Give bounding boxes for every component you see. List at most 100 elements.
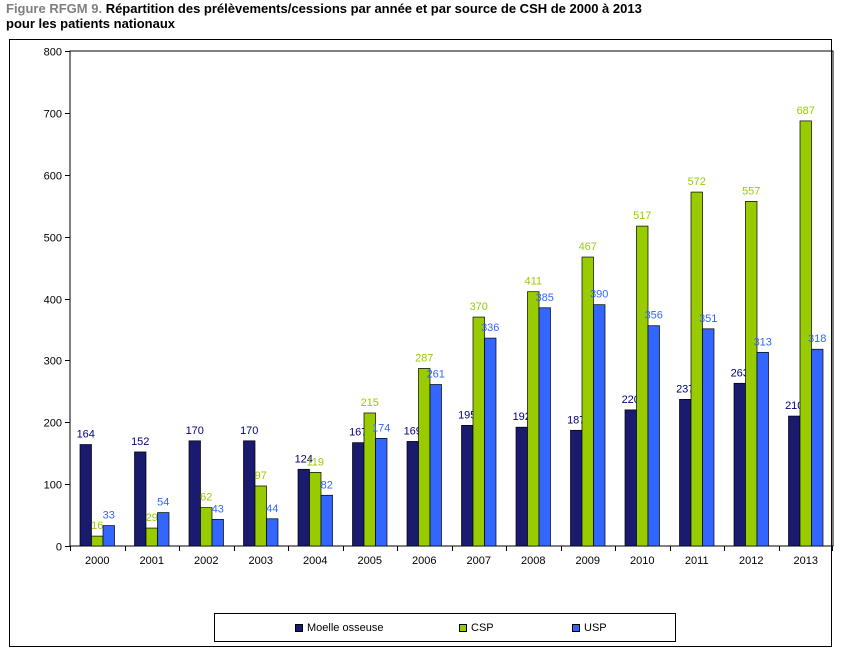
data-label-csp: 517 [633,210,651,222]
data-label-csp: 119 [306,456,324,468]
data-label-usp: 390 [590,289,608,301]
data-label-usp: 356 [645,310,663,322]
data-label-moelle: 170 [240,425,258,437]
bar-csp [145,527,158,547]
bar-moelle [570,429,583,547]
legend-item-moelle: Moelle osseuse [295,622,383,634]
bar-usp [811,348,824,547]
bar-usp [484,337,497,547]
legend-swatch-usp [572,624,580,632]
y-tick-label: 400 [44,295,62,307]
x-tick-label: 2001 [140,555,164,567]
data-label-csp: 287 [415,352,433,364]
bar-moelle [134,451,147,547]
legend-swatch-moelle [295,624,303,632]
data-label-moelle: 169 [404,425,422,437]
data-label-usp: 313 [754,336,772,348]
data-label-csp: 411 [524,276,542,288]
bar-moelle [406,441,419,547]
legend-item-csp: CSP [459,622,494,634]
data-label-csp: 97 [255,470,267,482]
x-tick-label: 2006 [412,555,436,567]
data-label-moelle: 187 [567,414,585,426]
bar-moelle [461,424,474,547]
data-label-usp: 82 [321,479,333,491]
y-tick-label: 500 [44,233,62,245]
chart-title: Figure RFGM 9. Répartition des prélèveme… [6,1,642,31]
y-tick-label: 200 [44,418,62,430]
data-label-usp: 261 [427,369,445,381]
data-label-csp: 16 [91,520,103,532]
data-label-csp: 687 [797,105,815,117]
data-label-csp: 370 [470,301,488,313]
legend-label-csp: CSP [471,622,494,634]
bar-usp [647,325,660,547]
x-tick-label: 2012 [739,555,763,567]
x-tick-label: 2004 [303,555,327,567]
bar-usp [211,519,224,547]
legend-item-usp: USP [572,622,607,634]
data-label-usp: 351 [699,313,717,325]
y-tick-label: 600 [44,171,62,183]
bar-usp [429,384,442,547]
bar-usp [320,494,333,547]
data-label-csp: 62 [200,492,212,504]
bar-moelle [297,468,310,547]
data-label-moelle: 124 [295,453,313,465]
bar-usp [157,512,170,547]
bar-moelle [788,415,801,547]
data-label-usp: 318 [808,333,826,345]
x-tick-label: 2007 [467,555,491,567]
bar-moelle [243,440,256,547]
bar-moelle [733,382,746,547]
x-tick-label: 2008 [521,555,545,567]
x-tick-label: 2000 [85,555,109,567]
data-label-moelle: 210 [785,400,803,412]
figure-label: Figure RFGM 9. [6,1,103,16]
bar-moelle [79,444,92,547]
x-tick-label: 2011 [685,555,709,567]
legend: Moelle osseuse CSP USP [214,613,676,642]
data-label-usp: 44 [266,503,278,515]
bar-csp [200,507,213,547]
title-line-1: Répartition des prélèvements/cessions pa… [105,1,642,16]
bar-usp [375,437,388,547]
data-label-moelle: 164 [77,429,95,441]
bar-usp [756,351,769,547]
data-label-csp: 29 [146,512,158,524]
bar-usp [702,328,715,547]
bar-usp [593,304,606,547]
data-label-moelle: 220 [622,394,640,406]
title-line-2: pour les patients nationaux [6,16,176,31]
bar-csp [91,535,104,547]
data-label-moelle: 192 [513,411,531,423]
bar-csp [527,291,540,547]
data-label-usp: 336 [481,322,499,334]
data-label-usp: 54 [157,497,169,509]
bar-csp [745,201,758,547]
bar-csp [799,120,812,547]
bar-csp [309,472,322,547]
data-label-moelle: 195 [458,409,476,421]
data-label-moelle: 237 [676,383,694,395]
data-label-csp: 557 [742,185,760,197]
bar-usp [538,307,551,547]
data-label-moelle: 167 [349,427,367,439]
data-label-usp: 174 [372,422,390,434]
x-tick-label: 2003 [249,555,273,567]
chart-frame [9,39,832,647]
bar-usp [266,518,279,547]
data-label-usp: 43 [212,503,224,515]
x-tick-label: 2010 [630,555,654,567]
data-label-csp: 572 [688,176,706,188]
y-tick-label: 800 [44,47,62,59]
x-tick-label: 2013 [794,555,818,567]
data-label-csp: 215 [361,397,379,409]
legend-label-moelle: Moelle osseuse [307,622,384,634]
bar-moelle [352,442,365,547]
y-tick-label: 300 [44,356,62,368]
x-tick-label: 2005 [358,555,382,567]
data-label-moelle: 152 [131,436,149,448]
legend-swatch-csp [459,624,467,632]
